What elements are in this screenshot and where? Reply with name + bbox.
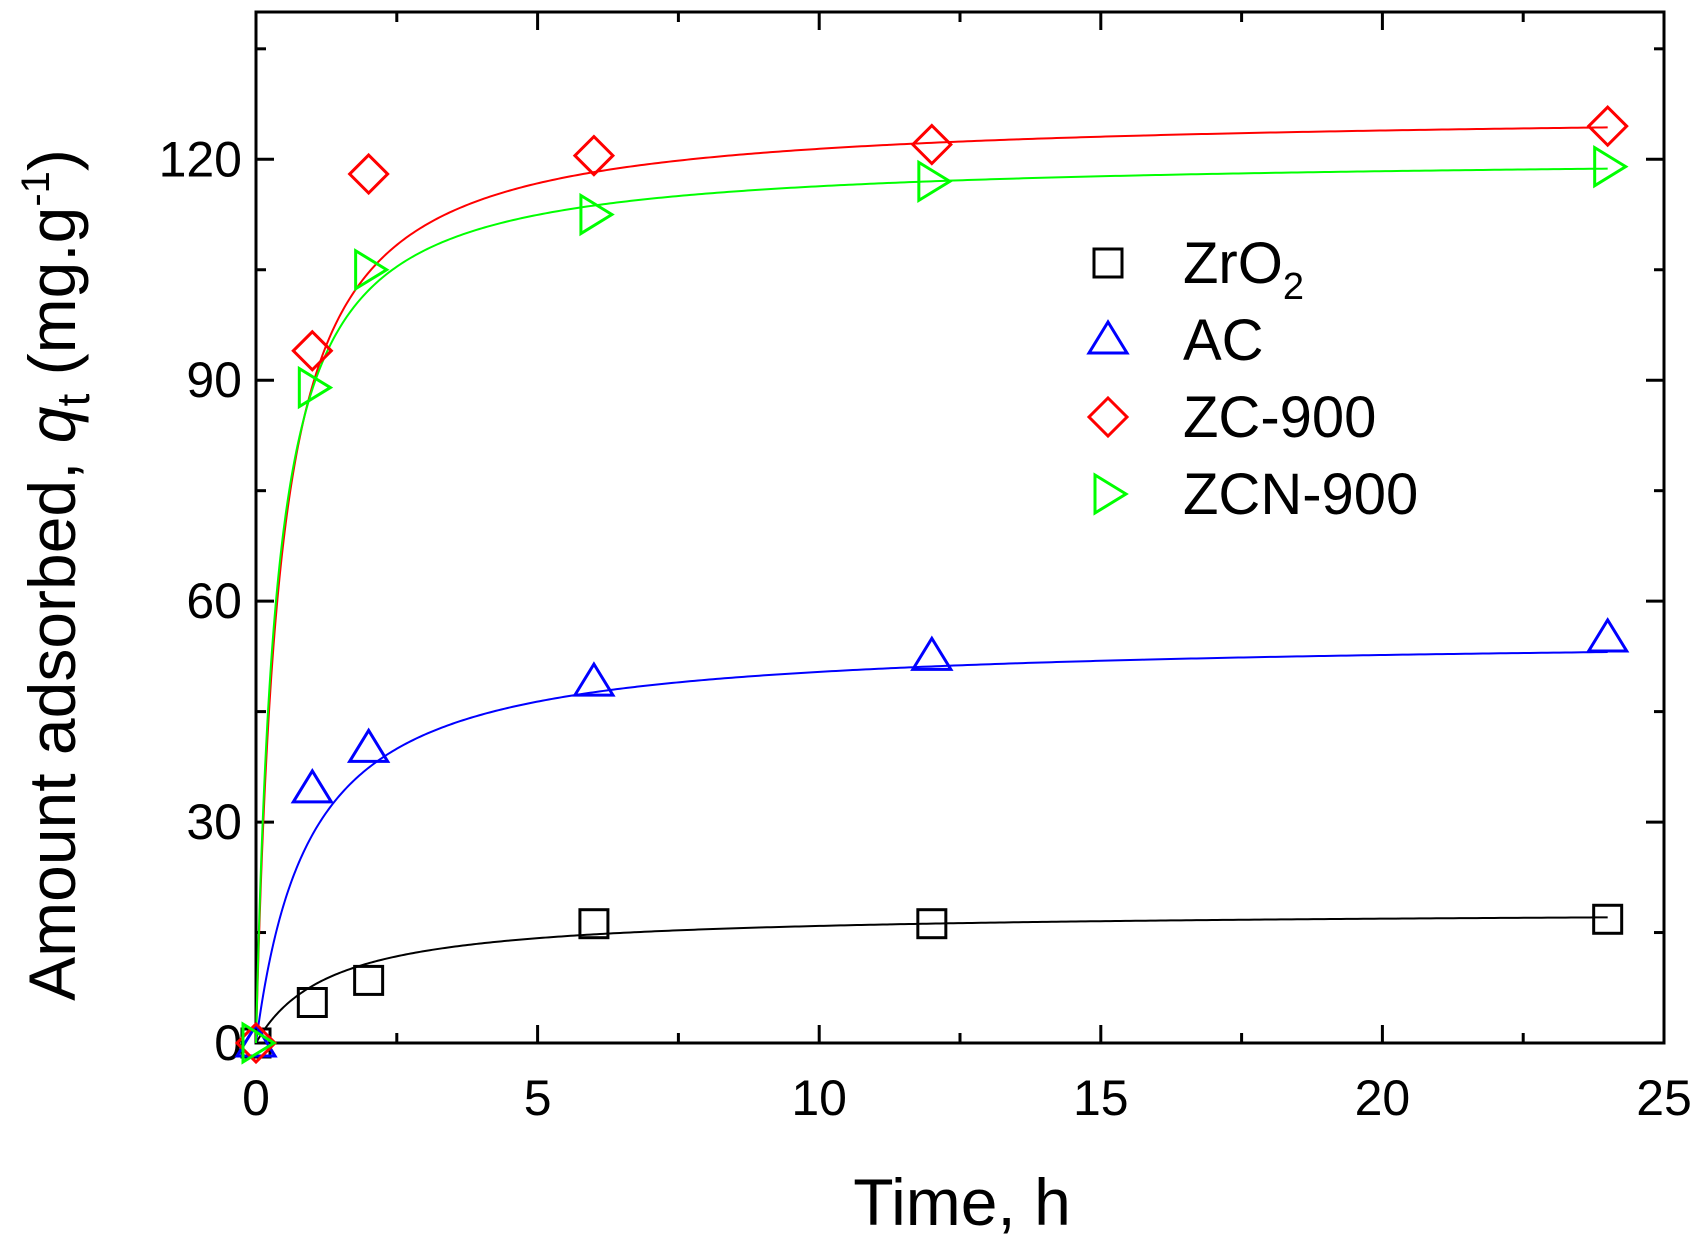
data-point [290, 768, 334, 804]
data-point [353, 964, 385, 996]
legend-marker [1092, 247, 1124, 279]
data-point [291, 329, 334, 372]
data-point [1586, 617, 1630, 653]
data-points [234, 105, 1630, 1065]
legend-label: AC [1183, 308, 1264, 373]
fit-curve-2 [255, 126, 1608, 1044]
data-point [572, 661, 616, 697]
data-point [354, 248, 390, 292]
x-axis-label: Time, h [853, 1165, 1071, 1239]
y-axis-label-symbol: q [15, 406, 89, 443]
y-tick-label: 60 [186, 573, 242, 629]
legend-label: ZCN-900 [1183, 462, 1418, 527]
y-tick-label: 30 [186, 794, 242, 850]
fit-curve-3 [255, 167, 1608, 1044]
data-point [917, 159, 953, 204]
data-point [916, 908, 948, 940]
y-axis-label-unit-open: (mg.g [15, 207, 89, 394]
x-tick-label: 15 [1073, 1070, 1129, 1126]
data-point [1586, 105, 1629, 148]
legend-label: ZrO2 [1183, 231, 1304, 308]
x-tick-label: 10 [791, 1070, 847, 1126]
data-point [1592, 903, 1624, 935]
legend-marker [1093, 472, 1129, 516]
plot-frame [254, 10, 1666, 1045]
data-point [572, 134, 616, 177]
y-axis-label-unit-close: ) [15, 149, 89, 171]
y-axis-label-prefix: Amount adsorbed, [15, 443, 89, 1001]
x-tick-label: 5 [524, 1070, 552, 1126]
x-tick-label: 25 [1636, 1070, 1692, 1126]
legend-marker [1086, 319, 1130, 355]
legend-marker [1086, 395, 1130, 439]
y-tick-label: 90 [186, 352, 242, 408]
y-axis-label: Amount adsorbed, qt (mg.g-1) [14, 149, 99, 1001]
data-point [296, 986, 328, 1018]
data-point [234, 1022, 278, 1058]
y-tick-label: 120 [159, 131, 242, 187]
data-point [347, 152, 390, 196]
y-axis-label-symbol-sub: t [47, 393, 99, 406]
y-axis-label-unit-sup: -1 [14, 171, 58, 207]
x-tick-label: 20 [1355, 1070, 1411, 1126]
x-tick-label: 0 [242, 1070, 270, 1126]
data-point [910, 635, 954, 671]
data-point [241, 1021, 277, 1065]
data-point [346, 727, 391, 763]
legend-label: ZC-900 [1183, 385, 1376, 450]
data-point [578, 908, 610, 940]
data-point [1593, 144, 1629, 189]
fit-curves [255, 126, 1608, 1044]
data-point [910, 123, 953, 166]
data-point [297, 365, 334, 410]
fit-curve-1 [255, 651, 1608, 1044]
data-point [579, 192, 615, 237]
